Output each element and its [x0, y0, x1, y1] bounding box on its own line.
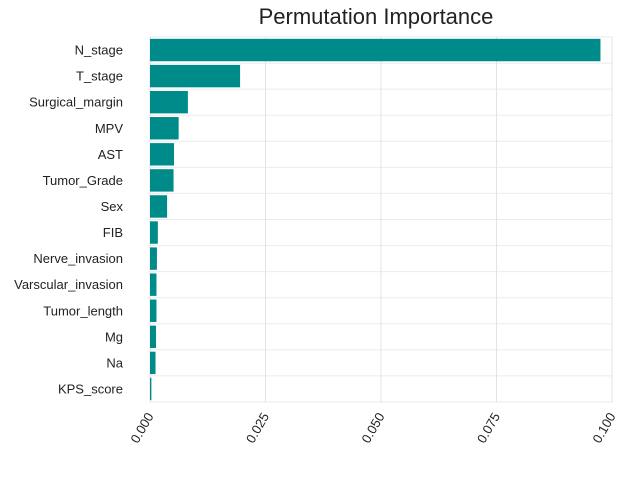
bar	[150, 90, 188, 114]
bar	[150, 221, 158, 244]
bar	[150, 64, 241, 88]
x-tick-label: 0.000	[127, 410, 156, 446]
bar	[150, 38, 601, 62]
chart-title: Permutation Importance	[258, 4, 494, 29]
y-tick-label: FIB	[103, 225, 123, 240]
y-tick-label: Na	[106, 355, 123, 370]
y-tick-label: Tumor_length	[43, 303, 123, 318]
y-tick-label: Surgical_margin	[29, 95, 123, 110]
bar	[150, 169, 174, 192]
bar	[150, 143, 175, 166]
bar	[150, 247, 157, 270]
y-tick-label: AST	[98, 147, 123, 162]
y-tick-label: T_stage	[76, 69, 123, 84]
x-tick-label: 0.050	[358, 410, 387, 446]
x-tick-label: 0.075	[474, 410, 503, 446]
bar	[150, 325, 157, 349]
y-tick-label: Varscular_invasion	[14, 277, 123, 292]
bar	[150, 195, 168, 218]
bar	[150, 299, 157, 322]
bar	[150, 273, 157, 296]
y-tick-label: Nerve_invasion	[33, 251, 123, 266]
y-tick-label: Mg	[105, 329, 123, 344]
y-tick-label: KPS_score	[58, 381, 123, 396]
y-tick-label: Sex	[101, 199, 124, 214]
bar	[150, 117, 179, 140]
y-tick-label: Tumor_Grade	[43, 173, 123, 188]
bar	[150, 377, 152, 401]
y-tick-label: MPV	[95, 121, 124, 136]
bar	[150, 351, 156, 375]
y-tick-label: N_stage	[75, 43, 123, 58]
x-tick-label: 0.025	[243, 410, 272, 446]
x-tick-label: 0.100	[589, 410, 618, 446]
